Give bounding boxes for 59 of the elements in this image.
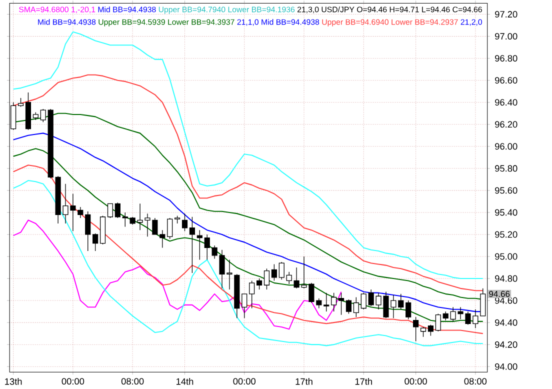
candlestick (428, 324, 434, 336)
y-tick-label: 95.00 (495, 253, 518, 260)
candlestick (286, 272, 292, 284)
candlestick (406, 300, 412, 320)
y-tick-label: 94.40 (495, 319, 518, 326)
y-tick-label: 94.20 (495, 341, 518, 348)
candlestick (92, 232, 98, 252)
candlestick (338, 292, 344, 316)
x-tick-label: 13th (5, 378, 22, 385)
x-tick-label: 00:00 (62, 378, 84, 384)
candlestick (413, 316, 419, 342)
y-tick-label: 95.80 (495, 165, 518, 172)
y-tick-label: 96.20 (495, 121, 518, 128)
x-tick-label: 08:00 (121, 378, 144, 384)
candlestick (122, 212, 128, 228)
y-tick-label: 95.60 (495, 187, 518, 194)
candlestick (331, 292, 337, 312)
candlestick (204, 234, 210, 260)
y-tick-label: 97.00 (495, 32, 518, 40)
y-tick-label: 96.80 (495, 55, 518, 62)
y-tick-label: 97.20 (495, 10, 518, 18)
candlestick (242, 294, 248, 318)
candlestick (435, 313, 441, 332)
candlestick (189, 216, 195, 274)
y-tick-label: 96.60 (495, 77, 518, 84)
line-series (12, 220, 342, 330)
y-tick-label: 96.00 (495, 143, 518, 150)
candlestick (85, 210, 91, 252)
candlestick (278, 262, 284, 280)
candlestick (398, 294, 404, 310)
x-tick-label: 17th (355, 378, 372, 385)
y-tick-label: 95.20 (495, 231, 518, 238)
candlestick (107, 203, 114, 218)
y-tick-label: 96.40 (495, 99, 518, 106)
candlestick (167, 218, 173, 240)
x-tick-label: 08:00 (464, 378, 487, 384)
candlestick (78, 206, 84, 218)
candlestick (353, 296, 359, 318)
candlestick (40, 108, 46, 122)
candlestick (264, 268, 270, 290)
annotation: 94.66 (489, 290, 510, 297)
candlestick (346, 299, 352, 314)
candlestick (256, 278, 262, 290)
y-tick-label: 95.40 (495, 209, 518, 216)
candlestick (316, 298, 322, 308)
candlestick (324, 292, 330, 312)
x-tick-label: 00:00 (404, 378, 427, 384)
candlestick (114, 202, 120, 218)
y-tick-label: 94.80 (495, 275, 518, 282)
x-tick-label: 00:00 (233, 378, 256, 384)
candlestick (360, 292, 366, 310)
y-tick-label: 94.00 (495, 363, 518, 370)
x-tick-label: 17th (296, 378, 312, 385)
candlestick (160, 230, 166, 248)
candlestick (420, 326, 426, 338)
candlestick (182, 213, 188, 232)
candlestick (249, 280, 255, 308)
candlestick (271, 264, 277, 281)
x-tick-label: 14th (176, 378, 194, 385)
